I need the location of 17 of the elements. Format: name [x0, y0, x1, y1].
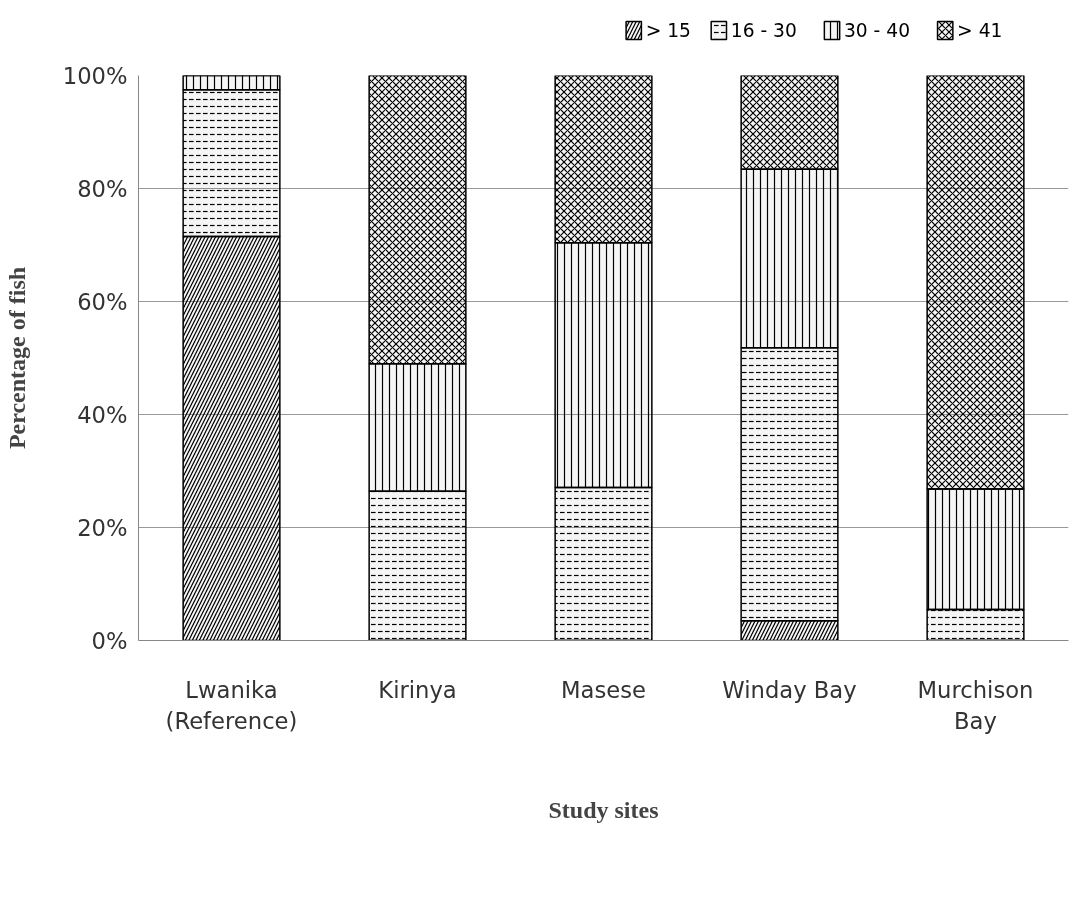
y-axis-title: Percentage of fish	[3, 266, 30, 450]
legend-label: 16 - 30	[730, 20, 797, 41]
y-tick-label: 20%	[77, 514, 128, 541]
x-tick-label: Winday Bay	[722, 676, 857, 703]
x-axis-title: Study sites	[548, 796, 659, 823]
y-tick-label: 40%	[77, 401, 128, 428]
x-tick-label: Lwanika (Reference)	[165, 676, 298, 734]
legend-label: 30 - 40	[843, 20, 911, 41]
y-tick-label: 80%	[77, 175, 128, 202]
legend-label: > 41	[957, 20, 1003, 41]
y-tick-label: 0%	[91, 627, 128, 654]
y-tick-label: 60%	[77, 288, 128, 315]
legend-label: > 15	[645, 20, 691, 41]
x-tick-label: Murchison Bay	[917, 676, 1034, 734]
y-tick-label: 100%	[62, 62, 128, 89]
x-tick-label: Kirinya	[378, 676, 457, 703]
x-tick-label: Masese	[561, 676, 646, 703]
